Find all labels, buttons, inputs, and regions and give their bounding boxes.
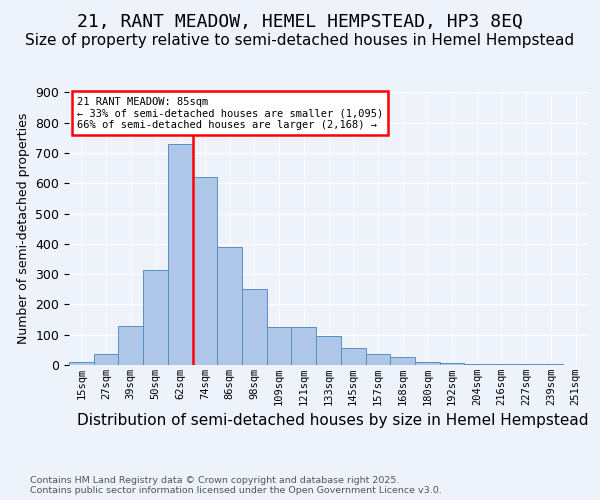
Bar	[365, 354, 390, 365]
Bar	[118, 326, 143, 365]
Y-axis label: Number of semi-detached properties: Number of semi-detached properties	[17, 113, 30, 344]
Bar	[69, 362, 94, 365]
Text: Size of property relative to semi-detached houses in Hemel Hempstead: Size of property relative to semi-detach…	[25, 32, 575, 48]
Bar	[242, 290, 267, 365]
Text: Contains HM Land Registry data © Crown copyright and database right 2025.
Contai: Contains HM Land Registry data © Crown c…	[30, 476, 442, 495]
Bar	[267, 327, 292, 365]
Bar	[341, 348, 365, 365]
Bar	[143, 270, 168, 365]
Bar	[193, 178, 217, 365]
Bar	[217, 247, 242, 365]
Bar	[514, 364, 539, 365]
Text: 21 RANT MEADOW: 85sqm
← 33% of semi-detached houses are smaller (1,095)
66% of s: 21 RANT MEADOW: 85sqm ← 33% of semi-deta…	[77, 96, 383, 130]
Bar	[440, 362, 464, 365]
Text: 21, RANT MEADOW, HEMEL HEMPSTEAD, HP3 8EQ: 21, RANT MEADOW, HEMEL HEMPSTEAD, HP3 8E…	[77, 12, 523, 30]
Bar	[415, 362, 440, 365]
Bar	[390, 358, 415, 365]
Bar	[464, 364, 489, 365]
Bar	[168, 144, 193, 365]
Bar	[489, 364, 514, 365]
Text: Distribution of semi-detached houses by size in Hemel Hempstead: Distribution of semi-detached houses by …	[77, 412, 589, 428]
Bar	[539, 364, 563, 365]
Bar	[94, 354, 118, 365]
Bar	[316, 336, 341, 365]
Bar	[292, 327, 316, 365]
